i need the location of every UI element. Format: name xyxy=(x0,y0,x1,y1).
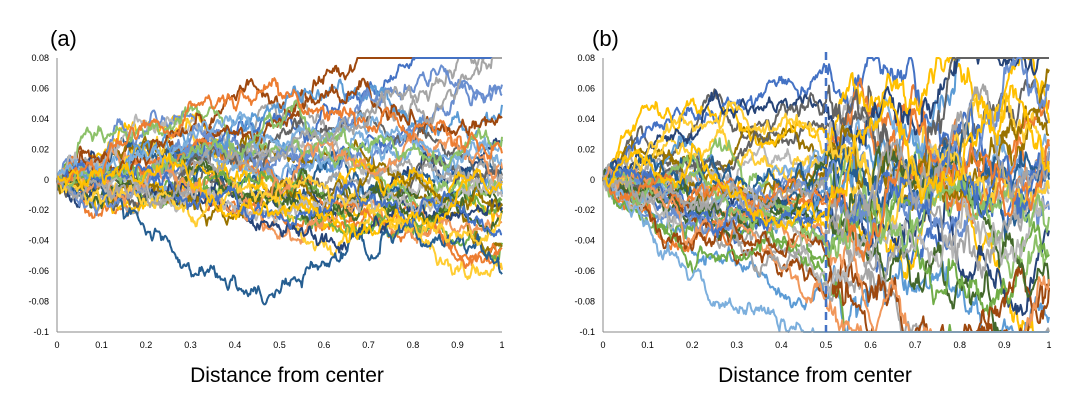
x-tick-label: 0.5 xyxy=(273,340,286,350)
y-tick-label: 0 xyxy=(590,175,595,185)
y-tick-label: -0.08 xyxy=(28,297,49,307)
y-tick-label: -0.06 xyxy=(574,266,595,276)
x-tick-label: 0 xyxy=(54,340,59,350)
x-tick-label: 0.3 xyxy=(731,340,744,350)
x-tick-label: 1 xyxy=(499,340,504,350)
y-tick-label: -0.04 xyxy=(28,236,49,246)
x-tick-label: 0.6 xyxy=(864,340,877,350)
y-tick-label: -0.04 xyxy=(574,236,595,246)
x-tick-label: 0.1 xyxy=(641,340,654,350)
y-tick-labels-a: 0.08 0.06 0.04 0.02 0 -0.02 -0.04 -0.06 -0.08 -0.… xyxy=(28,53,49,337)
x-tick-label: 0.4 xyxy=(229,340,242,350)
series-line xyxy=(56,168,503,306)
y-tick-label: -0.02 xyxy=(28,205,49,215)
series-line xyxy=(56,174,503,246)
y-tick-label: 0.04 xyxy=(577,114,595,124)
x-tick-label: 0.4 xyxy=(775,340,788,350)
x-tick-label: 1 xyxy=(1046,340,1051,350)
x-tick-label: 0.7 xyxy=(909,340,922,350)
axes-a xyxy=(56,58,502,333)
y-tick-label: 0.02 xyxy=(31,144,49,154)
x-tick-label: 0.8 xyxy=(954,340,967,350)
panel-label-a: (a) xyxy=(50,26,77,51)
x-tick-label: 0.7 xyxy=(362,340,375,350)
series-line xyxy=(56,109,503,212)
x-tick-labels-b: 0 0.1 0.2 0.3 0.4 0.5 0.6 0.7 0.8 0.9 1 xyxy=(600,340,1051,350)
x-tick-label: 0 xyxy=(600,340,605,350)
series-line xyxy=(602,57,1049,196)
y-tick-label: 0.08 xyxy=(577,53,595,63)
series-line xyxy=(602,84,1050,231)
y-tick-label: -0.06 xyxy=(28,266,49,276)
y-tick-label: -0.1 xyxy=(579,327,595,337)
y-tick-label: -0.1 xyxy=(33,327,49,337)
x-tick-label: 0.3 xyxy=(184,340,197,350)
x-axis-label-a: Distance from center xyxy=(190,364,384,387)
series-line xyxy=(56,57,502,209)
y-tick-label: 0.02 xyxy=(577,144,595,154)
series-line xyxy=(56,151,503,223)
y-tick-label: 0.06 xyxy=(31,83,49,93)
y-tick-label: -0.02 xyxy=(574,205,595,215)
series-line xyxy=(56,77,503,186)
series-line xyxy=(56,111,503,180)
x-tick-labels-a: 0 0.1 0.2 0.3 0.4 0.5 0.6 0.7 0.8 0.9 1 xyxy=(54,340,504,350)
y-tick-label: -0.08 xyxy=(574,297,595,307)
x-tick-label: 0.2 xyxy=(686,340,699,350)
y-tick-label: 0.06 xyxy=(577,83,595,93)
x-tick-label: 0.8 xyxy=(407,340,420,350)
series-line xyxy=(602,68,1050,203)
series-line xyxy=(56,152,503,244)
panel-label-b: (b) xyxy=(592,26,619,51)
series-group-a xyxy=(56,57,503,306)
y-tick-label: 0 xyxy=(44,175,49,185)
x-tick-label: 0.2 xyxy=(140,340,153,350)
chart-panel-b: (b) 0.08 0.06 0.04 0.02 0 -0.02 -0.04 -0.06 -0.0… xyxy=(574,26,1051,387)
y-tick-labels-b: 0.08 0.06 0.04 0.02 0 -0.02 -0.04 -0.06 -0.08 -0.… xyxy=(574,53,595,337)
y-tick-label: 0.04 xyxy=(31,114,49,124)
x-tick-label: 0.9 xyxy=(451,340,464,350)
series-line xyxy=(56,113,503,198)
x-tick-label: 0.6 xyxy=(318,340,331,350)
series-line xyxy=(602,83,1050,239)
series-line xyxy=(602,57,1050,245)
chart-panel-a: (a) 0.08 0.06 0.04 0.02 0 -0.02 -0.04 -0.06 -0.0… xyxy=(28,26,504,387)
x-tick-label: 0.5 xyxy=(820,340,833,350)
x-axis-label-b: Distance from center xyxy=(718,364,912,387)
series-line xyxy=(602,154,1050,259)
x-tick-label: 0.9 xyxy=(998,340,1011,350)
x-tick-label: 0.1 xyxy=(95,340,108,350)
y-tick-label: 0.08 xyxy=(31,53,49,63)
